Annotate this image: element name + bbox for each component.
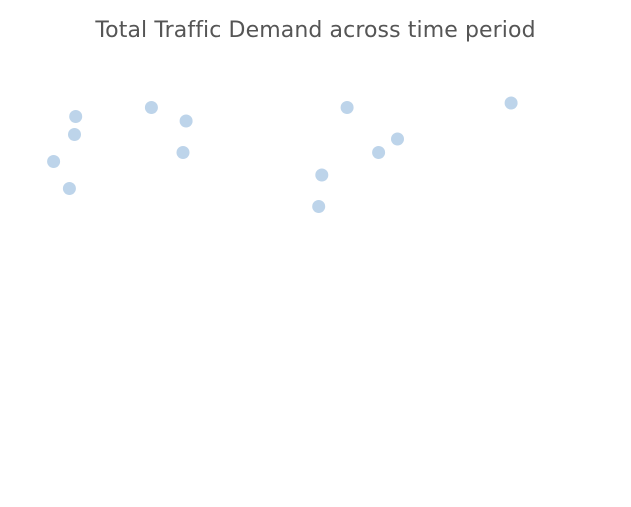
- scatter-point-3: [179, 114, 193, 128]
- scatter-point-1: [69, 110, 83, 123]
- scatter-point-9: [504, 96, 518, 110]
- scatter-point-2: [144, 101, 158, 114]
- scatter-point-10: [391, 132, 404, 146]
- scatter-point-4: [68, 128, 81, 141]
- scatter-point-12: [315, 168, 329, 182]
- scatter-point-8: [340, 101, 354, 114]
- scatter-point-11: [372, 146, 386, 159]
- points-layer: [47, 96, 518, 213]
- scatter-point-5: [176, 146, 190, 159]
- scatter-point-13: [312, 200, 326, 213]
- chart-title: Total Traffic Demand across time period: [95, 18, 536, 43]
- scatter-point-6: [47, 155, 61, 168]
- scatter-point-7: [62, 182, 76, 195]
